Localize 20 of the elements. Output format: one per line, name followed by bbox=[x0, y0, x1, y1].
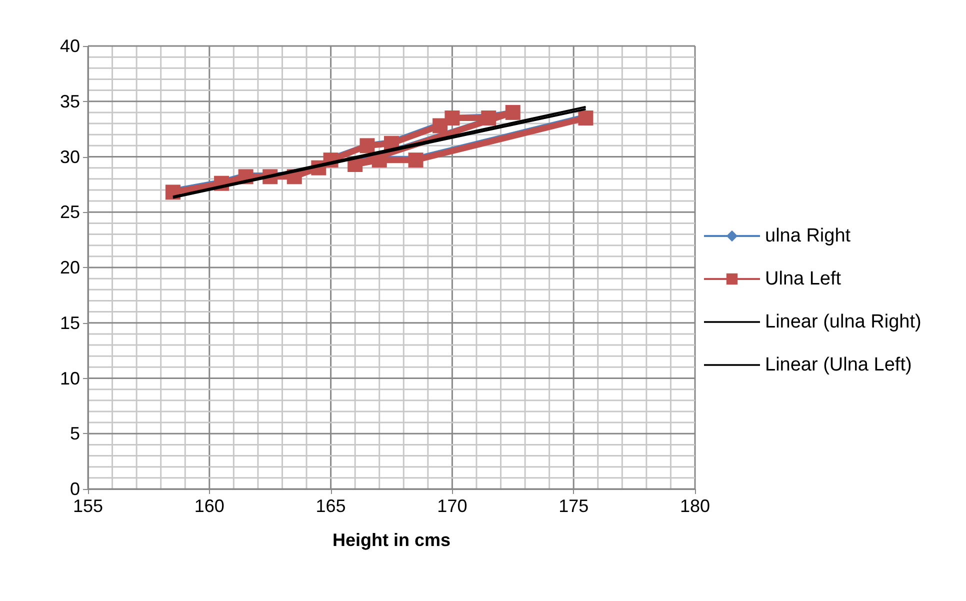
y-tick-label: 20 bbox=[60, 258, 80, 278]
x-tick-label: 155 bbox=[72, 496, 104, 516]
y-tick-label: 10 bbox=[60, 368, 80, 388]
y-tick-label: 0 bbox=[70, 479, 80, 499]
y-tick-label: 15 bbox=[60, 312, 80, 333]
y-tick-label: 5 bbox=[70, 424, 80, 444]
y-tick-label: 30 bbox=[60, 146, 80, 167]
legend-label: ulna Right bbox=[765, 226, 852, 246]
legend-label: Linear (Ulna Left) bbox=[765, 354, 912, 376]
legend-label: Linear (ulna Right) bbox=[765, 312, 922, 332]
legend-label: Ulna Left bbox=[765, 268, 842, 290]
y-tick-label: 25 bbox=[60, 202, 80, 222]
y-tick-label: 35 bbox=[60, 91, 80, 112]
x-tick-label: 165 bbox=[316, 496, 346, 516]
x-tick-label: 170 bbox=[437, 496, 468, 516]
x-axis-title: Height in cms bbox=[332, 530, 451, 550]
x-tick-label: 175 bbox=[558, 496, 589, 516]
x-tick-label: 160 bbox=[194, 496, 224, 516]
y-tick-label: 40 bbox=[60, 36, 80, 56]
x-tick-label: 180 bbox=[680, 496, 710, 516]
